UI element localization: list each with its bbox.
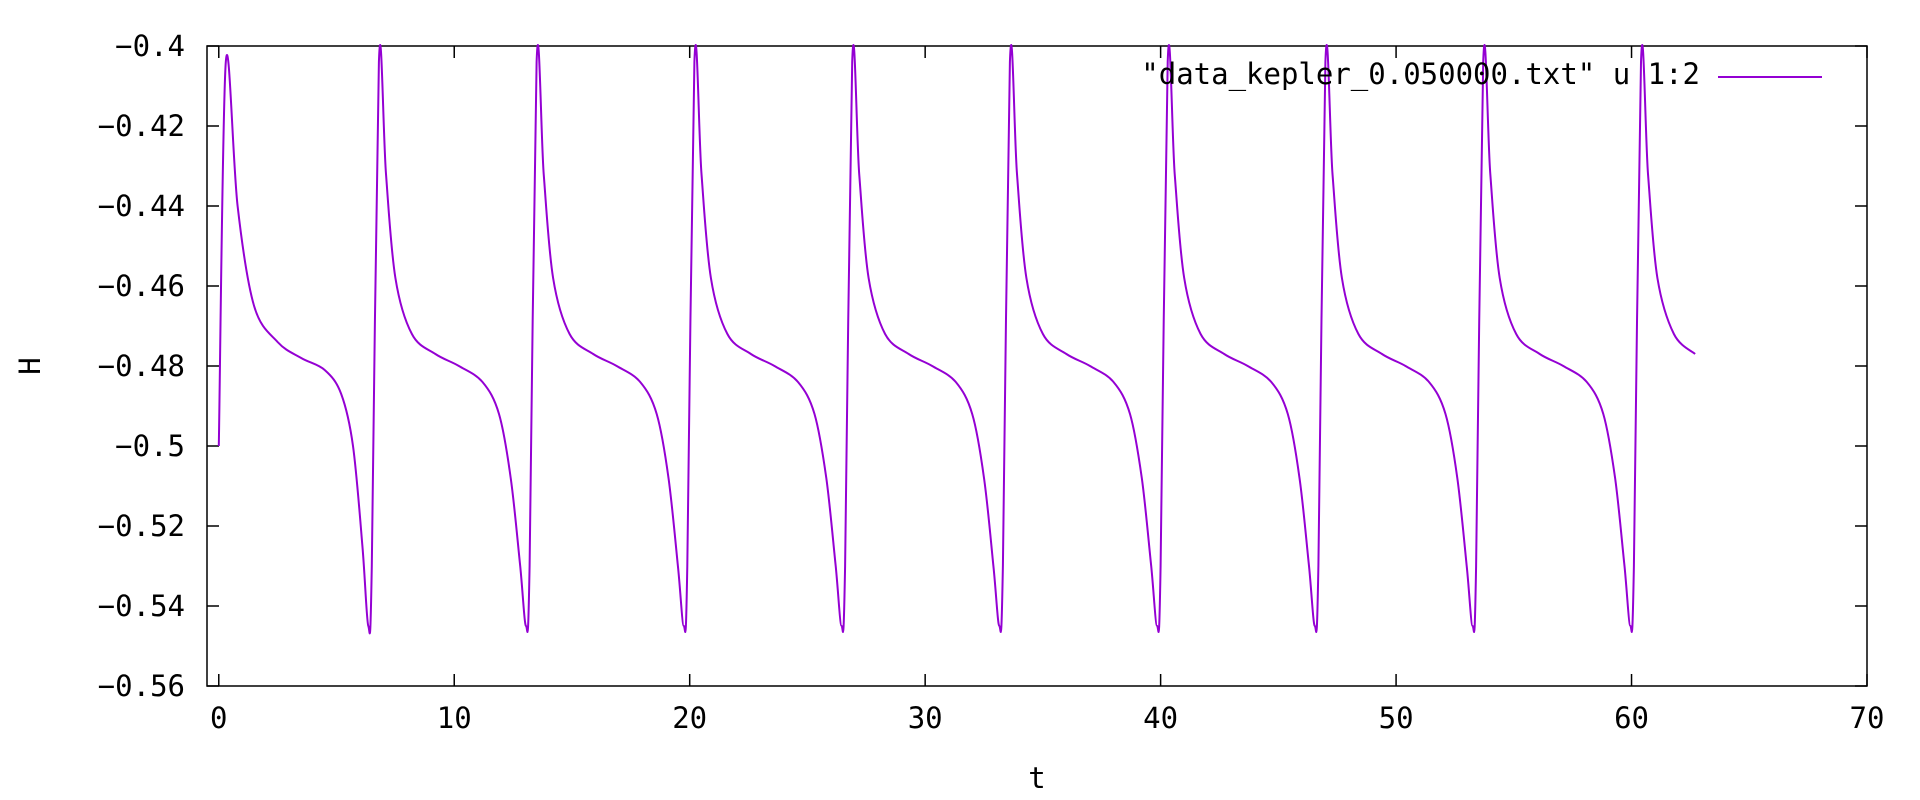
y-tick-label: −0.4 (115, 29, 185, 63)
legend: "data_kepler_0.050000.txt" u 1:2 (1141, 57, 1822, 92)
y-tick-label: −0.46 (98, 269, 185, 303)
x-tick-label: 40 (1143, 701, 1178, 735)
legend-label: "data_kepler_0.050000.txt" u 1:2 (1141, 57, 1700, 92)
y-tick-label: −0.44 (98, 189, 185, 223)
y-axis: −0.56 −0.54 −0.52 −0.5 −0.48 −0.46 −0.44 −0.42 −… (98, 29, 1867, 703)
y-tick-label: −0.42 (98, 109, 185, 143)
y-tick-label: −0.54 (98, 589, 185, 623)
x-tick-label: 20 (672, 701, 707, 735)
y-tick-label: −0.48 (98, 349, 185, 383)
y-tick-label: −0.52 (98, 509, 185, 543)
x-axis-title: t (1028, 761, 1045, 795)
series-line (217, 44, 1696, 635)
y-tick-label: −0.5 (115, 429, 185, 463)
x-axis: 0 10 20 30 40 50 60 70 (210, 46, 1884, 735)
x-tick-label: 50 (1379, 701, 1414, 735)
x-tick-label: 10 (437, 701, 472, 735)
y-axis-title: H (13, 357, 47, 374)
x-tick-label: 30 (908, 701, 943, 735)
x-tick-label: 60 (1614, 701, 1649, 735)
plot-frame (206, 45, 1868, 687)
x-tick-label: 70 (1850, 701, 1885, 735)
x-tick-label: 0 (210, 701, 227, 735)
y-tick-label: −0.56 (98, 669, 185, 703)
